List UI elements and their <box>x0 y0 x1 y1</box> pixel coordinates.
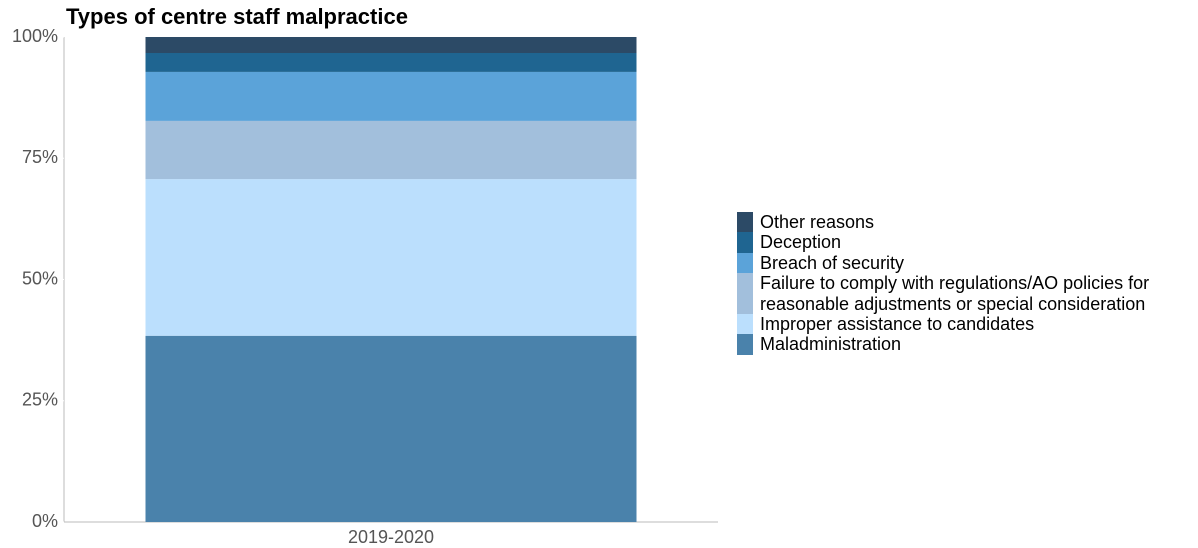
x-tick-label: 2019-2020 <box>348 527 434 547</box>
legend-swatch <box>737 273 753 315</box>
legend-label: Improper assistance to candidates <box>760 314 1035 335</box>
legend-item: Improper assistance to candidates <box>737 314 1197 335</box>
legend-item: Maladministration <box>737 334 1197 355</box>
legend-swatch <box>737 314 753 335</box>
legend-swatch <box>737 334 753 355</box>
legend-swatch <box>737 232 753 253</box>
y-tick-label: 100% <box>12 26 58 46</box>
legend-swatch <box>737 252 753 274</box>
legend-item: Other reasons <box>737 212 1197 233</box>
legend-label: Failure to comply with regulations/AO po… <box>760 273 1150 314</box>
legend-item: Deception <box>737 232 1197 253</box>
bar-segment <box>145 179 637 336</box>
bar-segment <box>145 120 637 180</box>
chart-title: Types of centre staff malpractice <box>66 4 408 29</box>
bar-segment <box>145 71 637 121</box>
y-tick-label: 50% <box>22 268 58 288</box>
y-tick-label: 0% <box>32 511 58 531</box>
bar-segment <box>145 37 637 54</box>
legend-label: Breach of security <box>760 252 905 273</box>
legend-item: Failure to comply with regulations/AO po… <box>737 273 1197 315</box>
legend-label: Other reasons <box>760 212 875 232</box>
y-tick-label: 75% <box>22 147 58 167</box>
legend-item: Breach of security <box>737 252 1197 274</box>
legend-label: Deception <box>760 232 842 253</box>
bar-segment <box>145 335 637 522</box>
bar-segment <box>145 53 637 72</box>
legend-swatch <box>737 212 753 233</box>
legend-label: Maladministration <box>760 334 902 355</box>
y-tick-label: 25% <box>22 390 58 410</box>
legend: Other reasons Deception Breach of security… <box>737 212 1197 355</box>
